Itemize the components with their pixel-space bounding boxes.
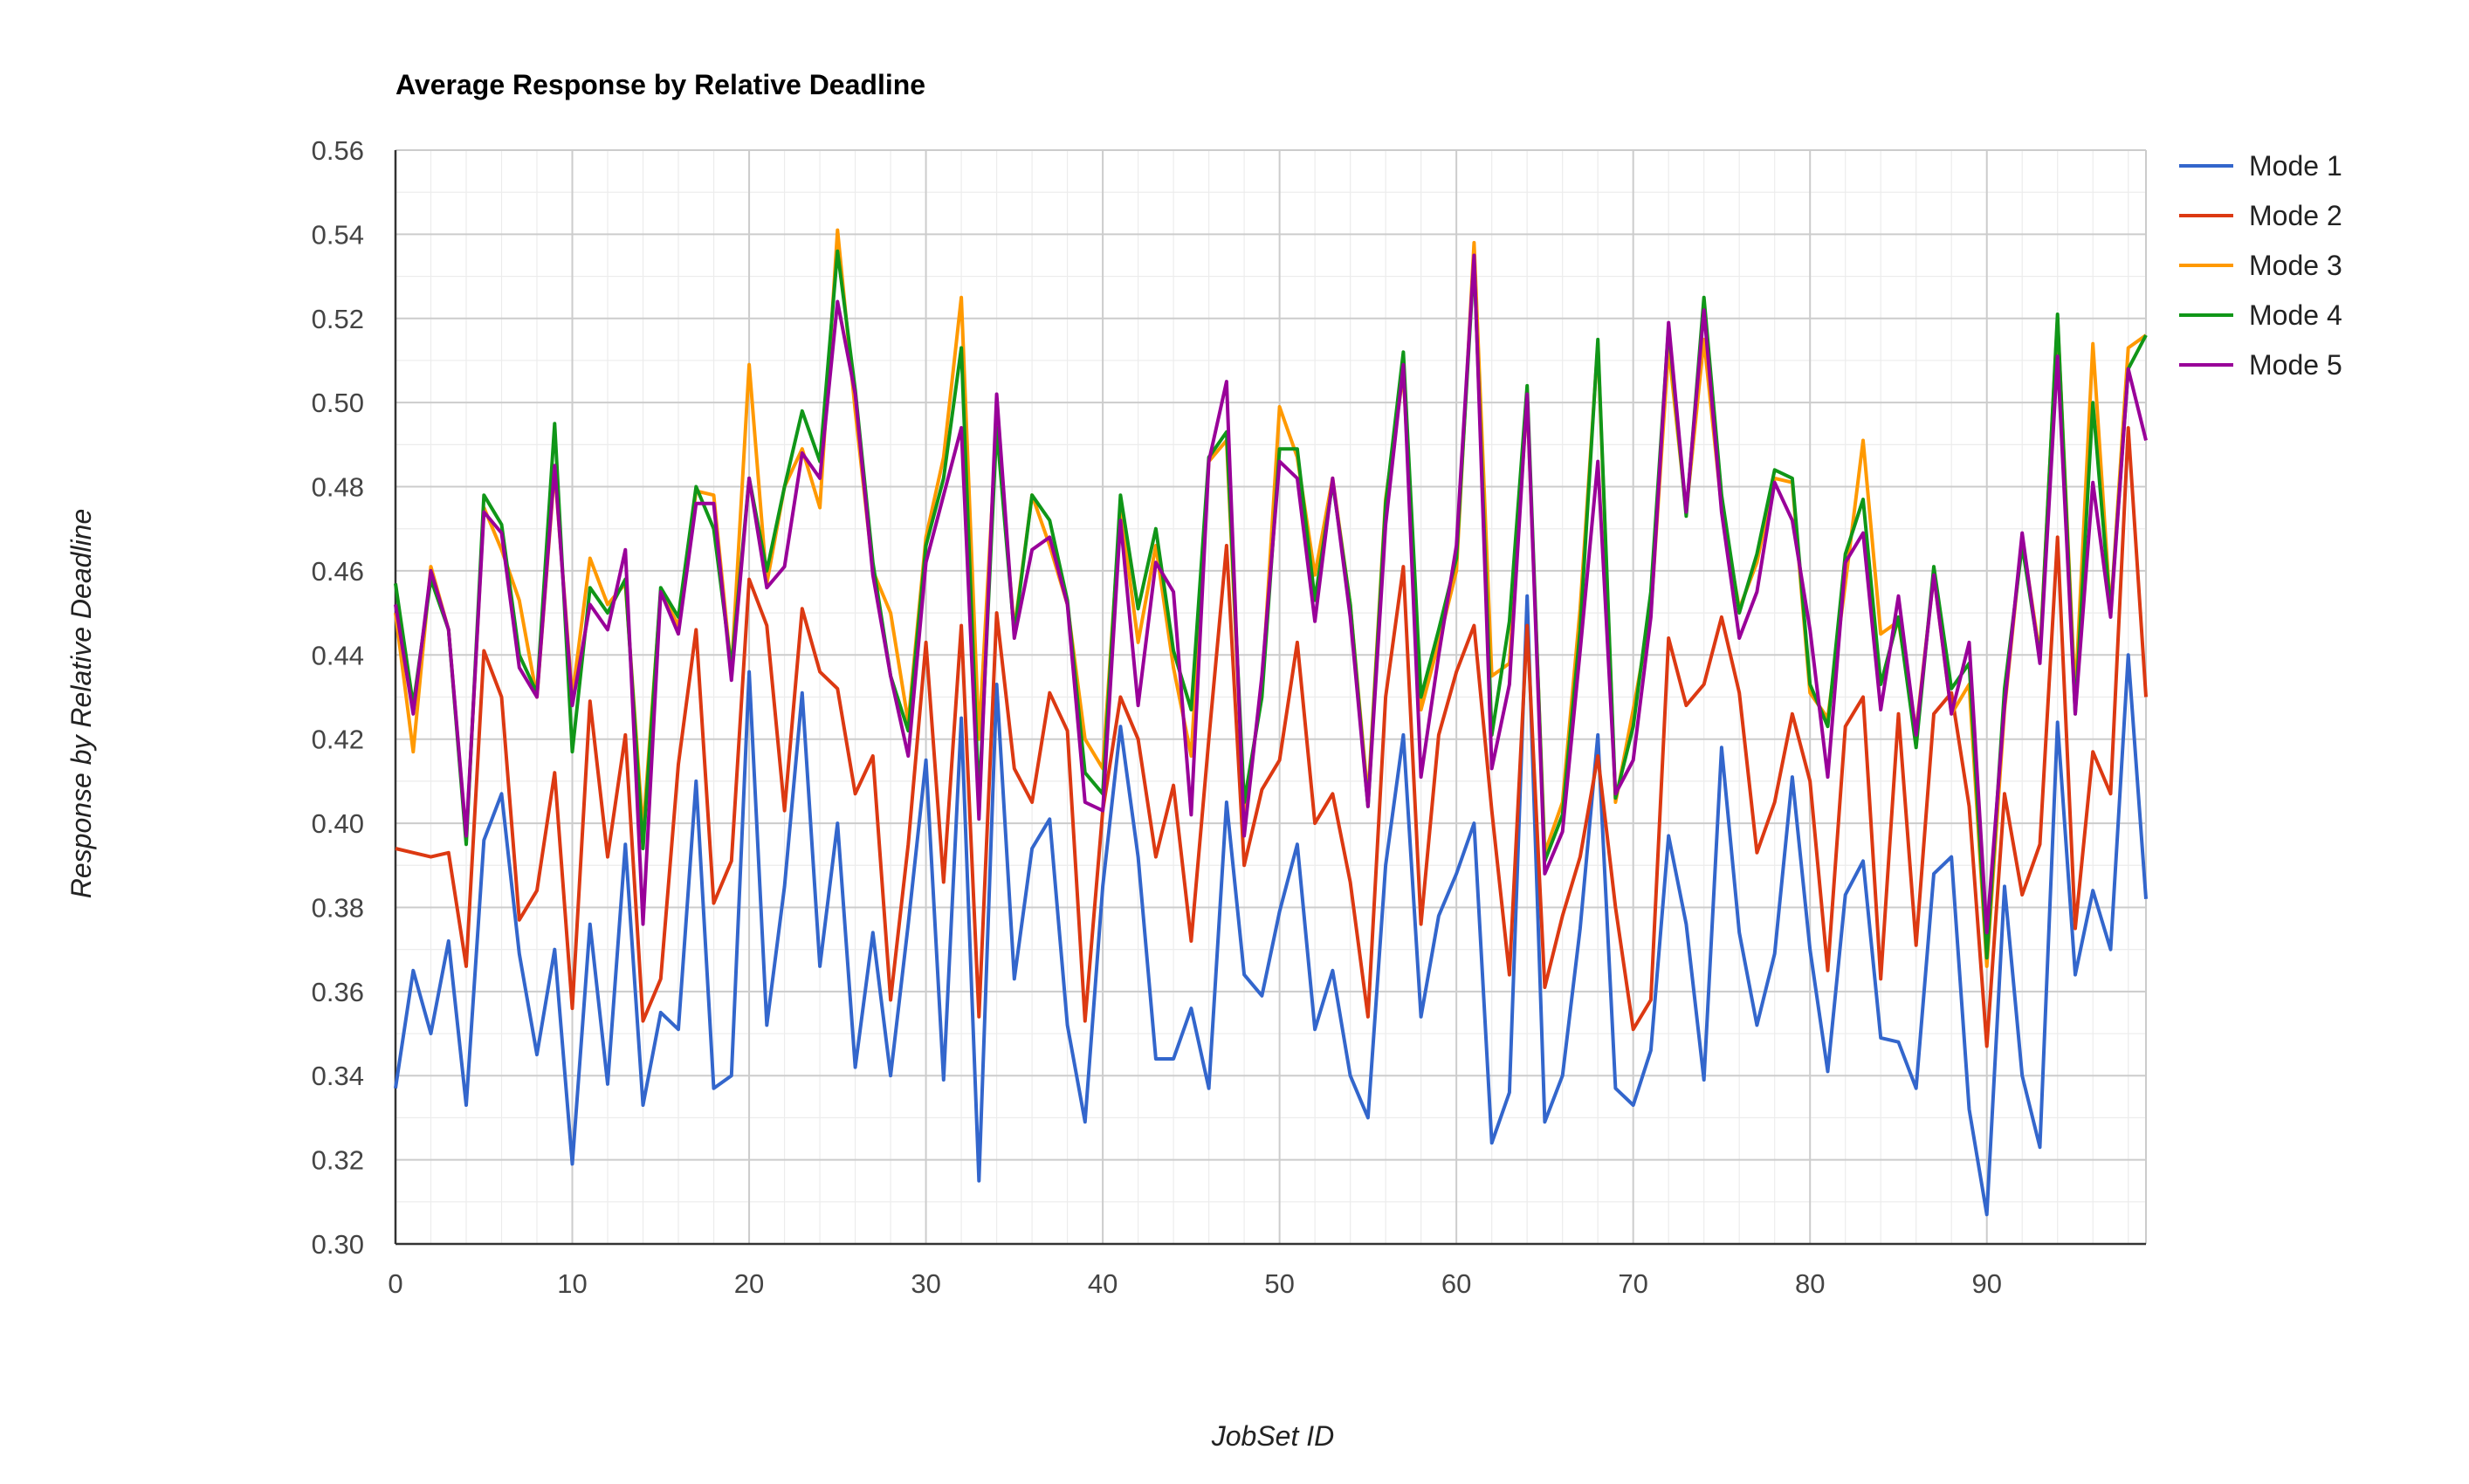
chart-title: Average Response by Relative Deadline: [395, 69, 925, 100]
y-tick-label: 0.44: [312, 640, 364, 670]
y-tick-label: 0.42: [312, 725, 364, 755]
y-tick-label: 0.30: [312, 1229, 364, 1260]
x-tick-label: 20: [734, 1268, 764, 1299]
legend-label: Mode 3: [2249, 250, 2342, 281]
legend-item-mode-5[interactable]: Mode 5: [2179, 349, 2342, 381]
y-tick-label: 0.46: [312, 556, 364, 587]
x-tick-label: 90: [1971, 1268, 2001, 1299]
y-tick-label: 0.48: [312, 472, 364, 503]
x-tick-label: 80: [1795, 1268, 1825, 1299]
y-tick-label: 0.40: [312, 808, 364, 839]
legend-item-mode-1[interactable]: Mode 1: [2179, 150, 2342, 182]
legend-label: Mode 5: [2249, 349, 2342, 381]
y-tick-label: 0.32: [312, 1145, 364, 1176]
x-tick-label: 50: [1264, 1268, 1294, 1299]
y-tick-label: 0.56: [312, 135, 364, 166]
x-axis-title: JobSet ID: [1211, 1420, 1335, 1452]
y-tick-label: 0.36: [312, 977, 364, 1007]
legend[interactable]: Mode 1 Mode 2 Mode 3 Mode 4 Mode 5: [2179, 150, 2342, 381]
x-tick-label: 60: [1441, 1268, 1471, 1299]
series-line-mode-5: [394, 253, 2148, 935]
y-tick-label: 0.50: [312, 388, 364, 418]
legend-label: Mode 4: [2249, 299, 2342, 331]
tick-labels: 0.30 0.32 0.34 0.36 0.38 0.40 0.42 0.44 0.46 0.48…: [312, 135, 2002, 1299]
legend-label: Mode 1: [2249, 150, 2342, 182]
series-line-mode-1: [394, 594, 2148, 1217]
x-tick-label: 40: [1088, 1268, 1118, 1299]
series-lines: [394, 228, 2148, 1217]
x-tick-label: 0: [388, 1268, 402, 1299]
series-line-mode-2: [395, 426, 2148, 1048]
legend-label: Mode 2: [2249, 200, 2342, 231]
y-tick-label: 0.38: [312, 892, 364, 923]
y-tick-label: 0.52: [312, 304, 364, 334]
legend-item-mode-4[interactable]: Mode 4: [2179, 299, 2342, 331]
grid-lines: [395, 149, 2147, 1245]
legend-item-mode-3[interactable]: Mode 3: [2179, 250, 2342, 281]
x-tick-label: 30: [911, 1268, 940, 1299]
x-tick-label: 70: [1618, 1268, 1647, 1299]
y-axis-title: Response by Relative Deadline: [65, 509, 97, 898]
y-tick-label: 0.54: [312, 219, 364, 250]
legend-item-mode-2[interactable]: Mode 2: [2179, 200, 2342, 231]
x-tick-label: 10: [557, 1268, 587, 1299]
axes: [394, 150, 2146, 1246]
y-tick-label: 0.34: [312, 1061, 364, 1091]
